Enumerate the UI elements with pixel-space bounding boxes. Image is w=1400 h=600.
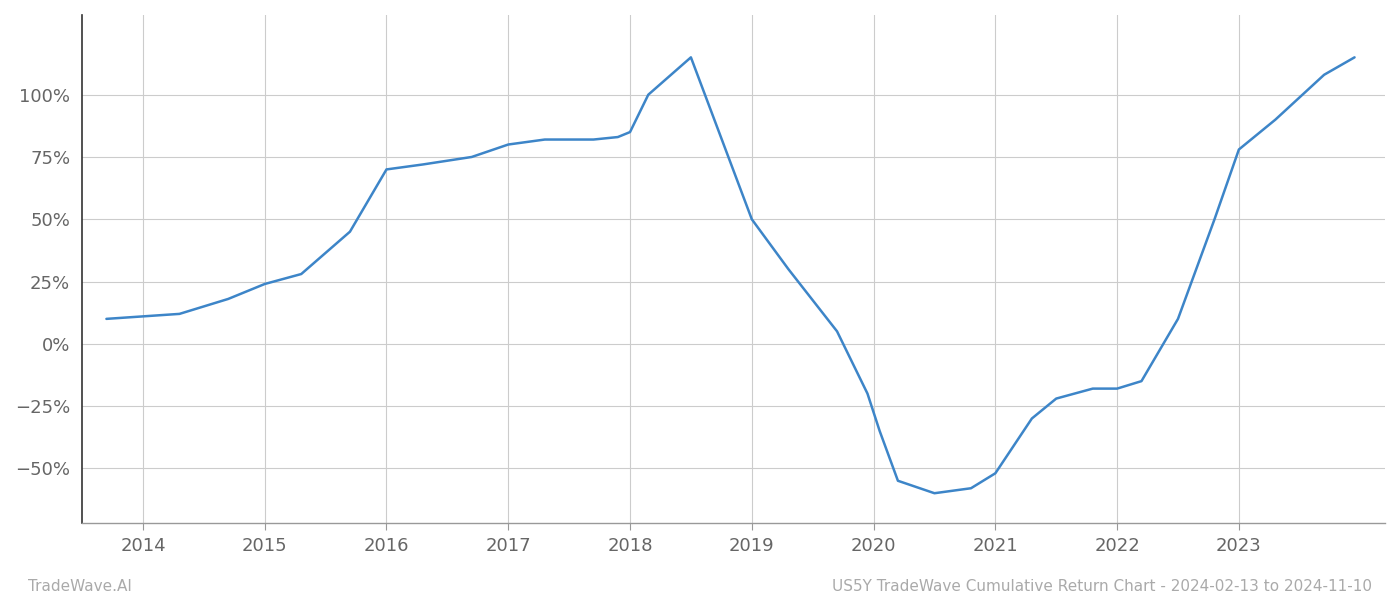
Text: US5Y TradeWave Cumulative Return Chart - 2024-02-13 to 2024-11-10: US5Y TradeWave Cumulative Return Chart -… bbox=[832, 579, 1372, 594]
Text: TradeWave.AI: TradeWave.AI bbox=[28, 579, 132, 594]
